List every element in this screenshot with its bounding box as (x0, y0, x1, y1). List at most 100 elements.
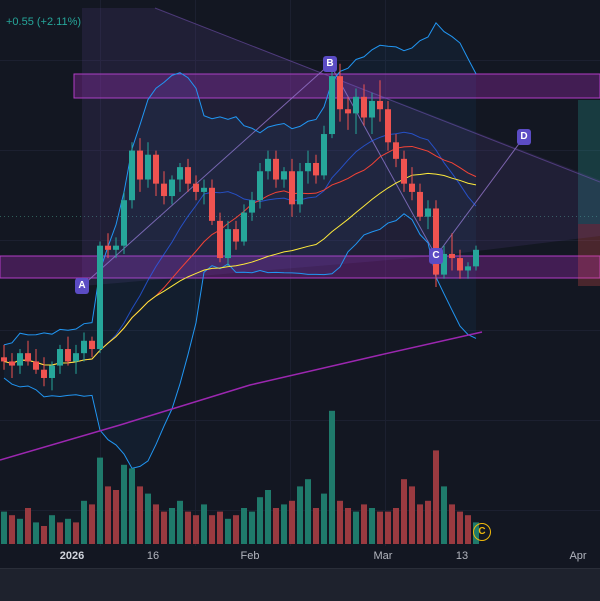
candle-body (185, 167, 191, 184)
pattern-point-c[interactable]: C (429, 248, 443, 264)
ma-slow (0, 331, 483, 461)
candle-body (337, 76, 343, 110)
volume-bar (257, 497, 263, 544)
candle (177, 162, 183, 192)
time-axis-label: 13 (455, 550, 469, 562)
candle (393, 134, 399, 168)
volume-bar (137, 486, 143, 544)
currency-c-icon[interactable]: C (473, 523, 491, 541)
volume-bar (193, 515, 199, 544)
volume-bar (305, 479, 311, 544)
volume-bar (361, 504, 367, 544)
candle-body (377, 100, 383, 110)
candle-body (17, 353, 23, 366)
volume-bar (129, 468, 135, 544)
candle (337, 63, 343, 122)
volume-bar (377, 511, 383, 544)
candle (89, 336, 95, 358)
candle-body (257, 171, 263, 201)
volume-bar (113, 490, 119, 544)
volume-bar (289, 500, 295, 544)
volume-bar (425, 500, 431, 544)
candle-body (217, 220, 223, 259)
volume-bar (1, 511, 7, 544)
volume-bar (201, 504, 207, 544)
volume-bar (121, 464, 127, 544)
candle (449, 233, 455, 271)
candle (361, 84, 367, 126)
candle (273, 150, 279, 188)
candle-body (121, 200, 127, 246)
candle-body (241, 212, 247, 242)
volume-bar (273, 508, 279, 544)
long-position-stop (578, 224, 600, 286)
candle-body (105, 245, 111, 250)
candle-body (161, 183, 167, 197)
volume-bar (329, 410, 335, 544)
volume-bar (57, 522, 63, 544)
candle-body (433, 208, 439, 275)
pattern-point-d[interactable]: D (517, 129, 531, 145)
candle-body (473, 249, 479, 267)
candle-body (425, 208, 431, 217)
volume-bar (241, 508, 247, 544)
pattern-point-a[interactable]: A (75, 278, 89, 294)
bollinger-lower (3, 213, 477, 469)
candle-body (97, 245, 103, 350)
volume-bar (369, 508, 375, 544)
candle (257, 162, 263, 209)
candle (345, 96, 351, 130)
candle (465, 262, 471, 279)
volume-bar (177, 500, 183, 544)
volume-bar (33, 522, 39, 544)
ma-mid (3, 172, 477, 366)
candle (473, 245, 479, 271)
time-axis-label: 16 (146, 550, 160, 562)
candle (73, 344, 79, 374)
candle-body (361, 96, 367, 118)
pattern-point-b[interactable]: B (323, 56, 337, 72)
candle (305, 150, 311, 184)
time-axis-label: Feb (240, 550, 260, 562)
time-axis-label: Mar (373, 550, 393, 562)
candle (81, 332, 87, 362)
candle-body (209, 187, 215, 221)
candle (233, 220, 239, 250)
candle (41, 357, 47, 387)
time-axis[interactable]: 2026 16 Feb Mar 13 Apr (0, 546, 600, 568)
candle (121, 191, 127, 254)
candle (169, 175, 175, 205)
volume-bar (17, 518, 23, 544)
candle (241, 204, 247, 246)
candle-body (313, 162, 319, 176)
candle-body (273, 158, 279, 180)
candle (385, 100, 391, 151)
candle-body (321, 134, 327, 176)
candle (145, 142, 151, 188)
candle (153, 150, 159, 197)
volume-bar (25, 508, 31, 544)
candle-body (225, 229, 231, 259)
volume-bar (345, 508, 351, 544)
candle (369, 92, 375, 135)
candle-body (449, 253, 455, 259)
candle-body (289, 171, 295, 205)
volume-bar (153, 504, 159, 544)
volume-bar (209, 515, 215, 544)
volume-bar (353, 511, 359, 544)
candle-body (81, 340, 87, 354)
candle (425, 200, 431, 230)
candle (433, 200, 439, 288)
volume-bar (225, 518, 231, 544)
volume-bar (401, 479, 407, 544)
candle-body (297, 171, 303, 205)
candle-body (145, 154, 151, 180)
pattern-edge-line (154, 7, 600, 183)
candle-body (465, 266, 471, 271)
candle-body (409, 183, 415, 192)
volume-bar (233, 515, 239, 544)
bottom-toolbar (0, 568, 600, 601)
volume-bar (49, 515, 55, 544)
candle (289, 158, 295, 217)
